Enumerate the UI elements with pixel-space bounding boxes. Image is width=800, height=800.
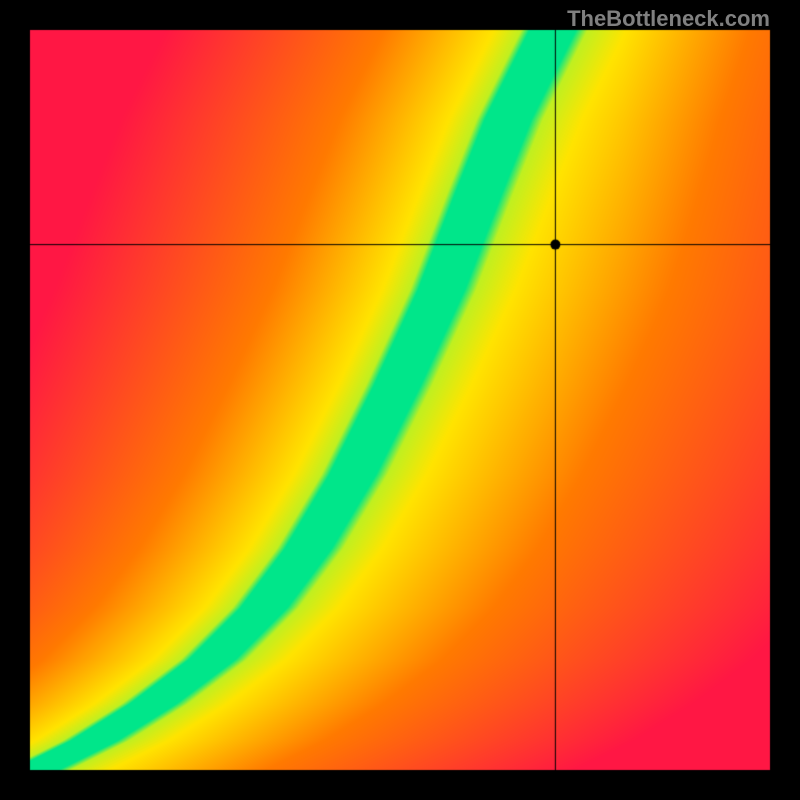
heatmap-canvas [0, 0, 800, 800]
attribution-text: TheBottleneck.com [567, 6, 770, 32]
bottleneck-heatmap: TheBottleneck.com [0, 0, 800, 800]
